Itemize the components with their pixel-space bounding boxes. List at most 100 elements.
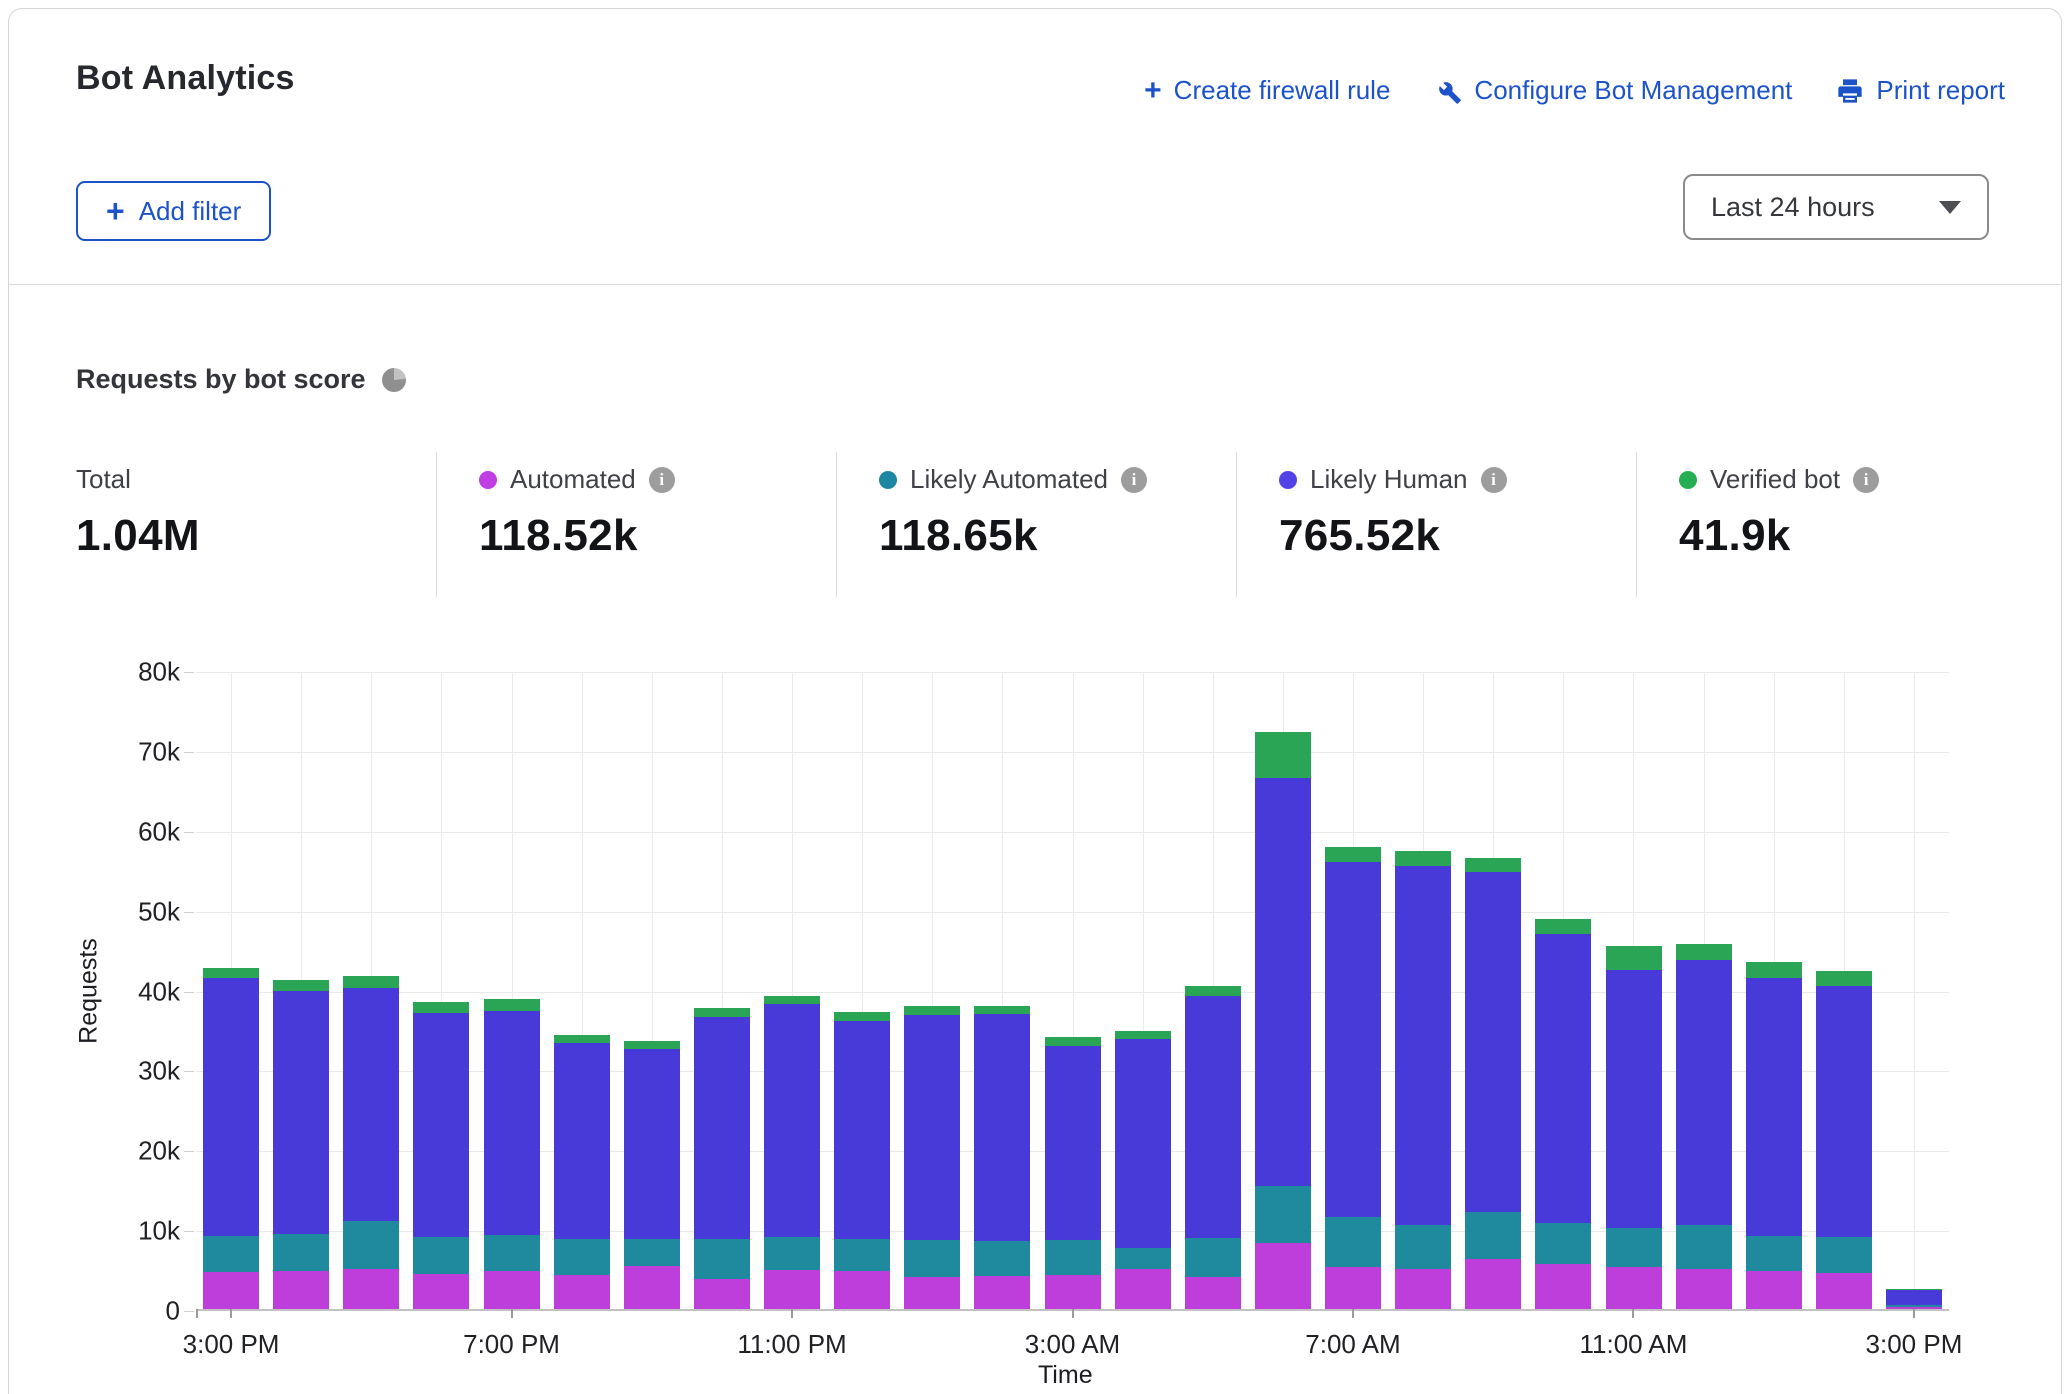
bar-segment-likely-automated <box>273 1234 329 1271</box>
bar-segment-likely-human <box>1325 862 1381 1217</box>
create-firewall-rule-link[interactable]: + Create firewall rule <box>1144 75 1390 106</box>
configure-bot-management-link[interactable]: Configure Bot Management <box>1434 75 1792 106</box>
bar-stack-1200am[interactable] <box>834 1012 890 1309</box>
bar-segment-likely-automated <box>1045 1240 1101 1276</box>
bar-stack-200am[interactable] <box>974 1006 1030 1310</box>
y-axis-label: 80k <box>138 657 180 688</box>
bar-stack-100pm[interactable] <box>1746 962 1802 1309</box>
bar-stack-1100am[interactable] <box>1606 946 1662 1309</box>
y-axis-title: Requests <box>75 938 104 1044</box>
print-report-link[interactable]: Print report <box>1836 75 2005 106</box>
likely-human-legend-dot <box>1279 471 1297 489</box>
page-title: Bot Analytics <box>76 59 295 98</box>
bar-slot <box>967 672 1037 1309</box>
bar-segment-likely-human <box>1045 1046 1101 1239</box>
bar-stack-400pm[interactable] <box>273 980 329 1309</box>
bar-segment-likely-human <box>694 1017 750 1238</box>
stat-value: 118.52k <box>479 511 836 561</box>
bar-slot <box>477 672 547 1309</box>
bar-segment-likely-automated <box>1395 1225 1451 1269</box>
bar-stack-500pm[interactable] <box>343 976 399 1309</box>
bar-segment-likely-automated <box>974 1241 1030 1276</box>
card-header: Bot Analytics + Create firewall rule Con… <box>9 9 2061 285</box>
header-actions: + Create firewall rule Configure Bot Man… <box>1144 75 2005 106</box>
add-filter-button[interactable]: + Add filter <box>76 181 271 241</box>
bar-stack-300pm[interactable] <box>203 968 259 1309</box>
bar-stack-300pm[interactable] <box>1886 1289 1942 1309</box>
bar-segment-likely-human <box>413 1013 469 1237</box>
bar-segment-likely-automated <box>1465 1212 1521 1260</box>
bar-stack-1200pm[interactable] <box>1676 944 1732 1309</box>
bar-slot <box>1108 672 1178 1309</box>
bar-slot <box>617 672 687 1309</box>
bar-segment-likely-automated <box>694 1239 750 1279</box>
section-title-row: Requests by bot score <box>76 364 406 395</box>
time-range-value: Last 24 hours <box>1711 192 1875 223</box>
bar-slot <box>266 672 336 1309</box>
info-icon[interactable]: i <box>1853 467 1879 493</box>
bar-segment-automated <box>974 1276 1030 1309</box>
bar-segment-verified-bot <box>1676 944 1732 960</box>
stats-row: Total 1.04M Automated i 118.52k Likely A… <box>76 452 2036 597</box>
y-axis-tick <box>184 832 194 833</box>
stat-label: Total <box>76 464 131 495</box>
bar-segment-likely-automated <box>554 1239 610 1276</box>
bar-segment-verified-bot <box>203 968 259 978</box>
pie-chart-icon <box>382 368 406 392</box>
x-axis-tick <box>1072 1309 1074 1318</box>
bar-stack-1000pm[interactable] <box>694 1008 750 1309</box>
bar-slot <box>1528 672 1598 1309</box>
bar-stack-100am[interactable] <box>904 1006 960 1309</box>
bar-stack-600pm[interactable] <box>413 1002 469 1309</box>
bar-stack-300am[interactable] <box>1045 1037 1101 1309</box>
stat-value: 765.52k <box>1279 511 1636 561</box>
bar-segment-likely-human <box>1185 996 1241 1238</box>
y-axis-label: 0 <box>166 1296 180 1327</box>
bar-stack-600am[interactable] <box>1255 732 1311 1309</box>
bar-stack-200pm[interactable] <box>1816 971 1872 1309</box>
bar-stack-800am[interactable] <box>1395 851 1451 1309</box>
bar-segment-automated <box>1185 1277 1241 1309</box>
bar-segment-automated <box>273 1271 329 1309</box>
stat-label: Automated <box>510 464 636 495</box>
bar-slot <box>1669 672 1739 1309</box>
time-range-select[interactable]: Last 24 hours <box>1683 174 1989 240</box>
bar-segment-likely-human <box>624 1049 680 1238</box>
bar-segment-automated <box>904 1277 960 1309</box>
info-icon[interactable]: i <box>1121 467 1147 493</box>
bar-stack-900am[interactable] <box>1465 858 1521 1309</box>
bar-segment-likely-human <box>904 1015 960 1240</box>
bar-segment-likely-automated <box>1606 1228 1662 1267</box>
stat-value: 41.9k <box>1679 511 2036 561</box>
bar-slot <box>1809 672 1879 1309</box>
bar-slot <box>1038 672 1108 1309</box>
info-icon[interactable]: i <box>1481 467 1507 493</box>
bar-slot <box>1879 672 1949 1309</box>
create-firewall-rule-label: Create firewall rule <box>1174 75 1391 106</box>
bar-segment-likely-automated <box>1816 1237 1872 1273</box>
y-axis-label: 10k <box>138 1216 180 1247</box>
y-axis-label: 60k <box>138 816 180 847</box>
bar-stack-700am[interactable] <box>1325 847 1381 1309</box>
bar-stack-700pm[interactable] <box>484 999 540 1309</box>
y-axis-tick <box>184 1071 194 1072</box>
add-filter-label: Add filter <box>139 196 242 227</box>
bar-segment-automated <box>1045 1275 1101 1309</box>
bar-stack-800pm[interactable] <box>554 1035 610 1309</box>
printer-icon <box>1836 77 1864 105</box>
bar-stack-500am[interactable] <box>1185 986 1241 1309</box>
info-icon[interactable]: i <box>649 467 675 493</box>
bar-segment-likely-automated <box>764 1237 820 1270</box>
bar-slot <box>336 672 406 1309</box>
bar-stack-1100pm[interactable] <box>764 996 820 1309</box>
bar-segment-likely-human <box>273 991 329 1234</box>
bar-segment-verified-bot <box>413 1002 469 1013</box>
x-axis-origin-tick <box>196 1309 198 1318</box>
stat-value: 1.04M <box>76 511 436 561</box>
automated-legend-dot <box>479 471 497 489</box>
bar-segment-verified-bot <box>1535 919 1591 933</box>
bar-stack-900pm[interactable] <box>624 1041 680 1309</box>
bar-stack-400am[interactable] <box>1115 1031 1171 1309</box>
bar-stack-1000am[interactable] <box>1535 919 1591 1309</box>
bar-segment-likely-automated <box>343 1221 399 1269</box>
